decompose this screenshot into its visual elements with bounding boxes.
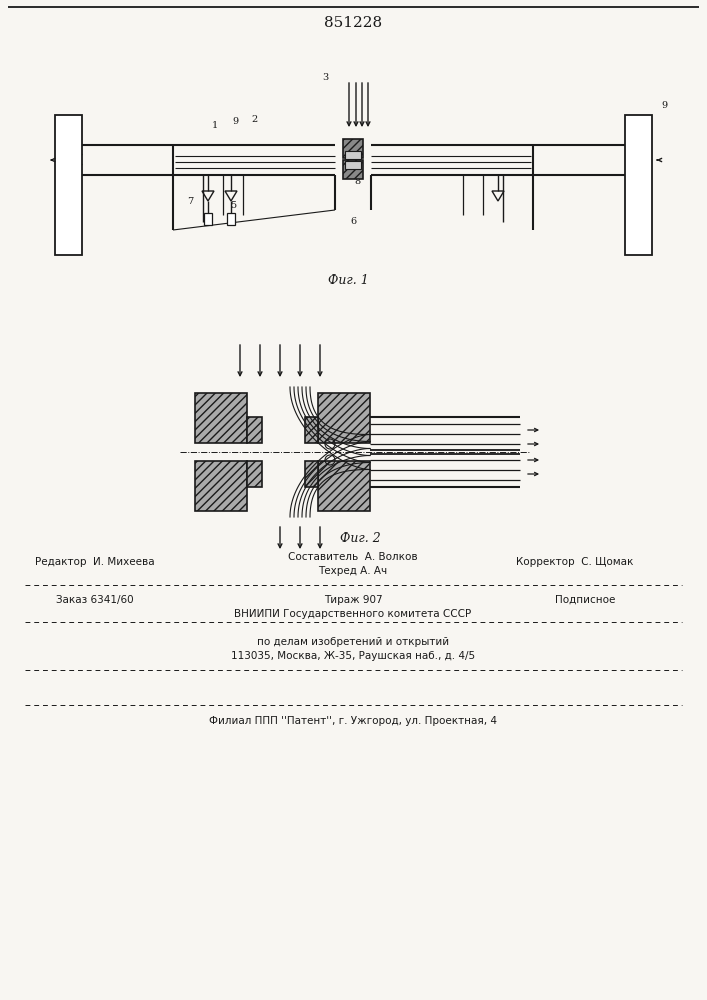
Bar — [318, 393, 370, 443]
Text: 2: 2 — [252, 115, 258, 124]
Text: 7: 7 — [187, 196, 193, 206]
Bar — [318, 461, 370, 511]
Text: 113035, Москва, Ж-35, Раушская наб., д. 4/5: 113035, Москва, Ж-35, Раушская наб., д. … — [231, 651, 475, 661]
Bar — [247, 417, 262, 443]
Text: по делам изобретений и открытий: по делам изобретений и открытий — [257, 637, 449, 647]
Text: 1: 1 — [212, 120, 218, 129]
Bar — [195, 461, 247, 511]
Text: 3: 3 — [322, 74, 328, 83]
Text: 851228: 851228 — [324, 16, 382, 30]
Text: 6: 6 — [350, 218, 356, 227]
Text: 8: 8 — [354, 178, 360, 186]
Text: Филиал ППП ''Патент'', г. Ужгород, ул. Проектная, 4: Филиал ППП ''Патент'', г. Ужгород, ул. П… — [209, 716, 497, 726]
Text: 9: 9 — [232, 117, 238, 126]
Text: Фиг. 2: Фиг. 2 — [339, 532, 380, 544]
Text: Тираж 907: Тираж 907 — [324, 595, 382, 605]
Bar — [227, 213, 235, 225]
Bar — [195, 393, 247, 443]
Bar — [625, 115, 652, 255]
Text: Фиг. 1: Фиг. 1 — [327, 273, 368, 286]
Bar — [204, 213, 212, 225]
Bar — [343, 160, 363, 179]
Bar — [345, 161, 361, 169]
Bar — [55, 115, 82, 255]
Text: Техред А. Ач: Техред А. Ач — [318, 566, 387, 576]
Bar — [305, 461, 318, 487]
Text: 9: 9 — [661, 101, 667, 109]
Bar — [343, 139, 363, 158]
Text: 5: 5 — [230, 200, 236, 210]
Text: Составитель  А. Волков: Составитель А. Волков — [288, 552, 418, 562]
Text: Редактор  И. Михеева: Редактор И. Михеева — [35, 557, 155, 567]
Text: Подписное: Подписное — [555, 595, 615, 605]
Bar — [305, 417, 318, 443]
Text: ВНИИПИ Государственного комитета СССР: ВНИИПИ Государственного комитета СССР — [235, 609, 472, 619]
Text: Заказ 6341/60: Заказ 6341/60 — [56, 595, 134, 605]
Bar — [345, 151, 361, 159]
Text: Корректор  С. Щомак: Корректор С. Щомак — [516, 557, 633, 567]
Bar — [247, 461, 262, 487]
